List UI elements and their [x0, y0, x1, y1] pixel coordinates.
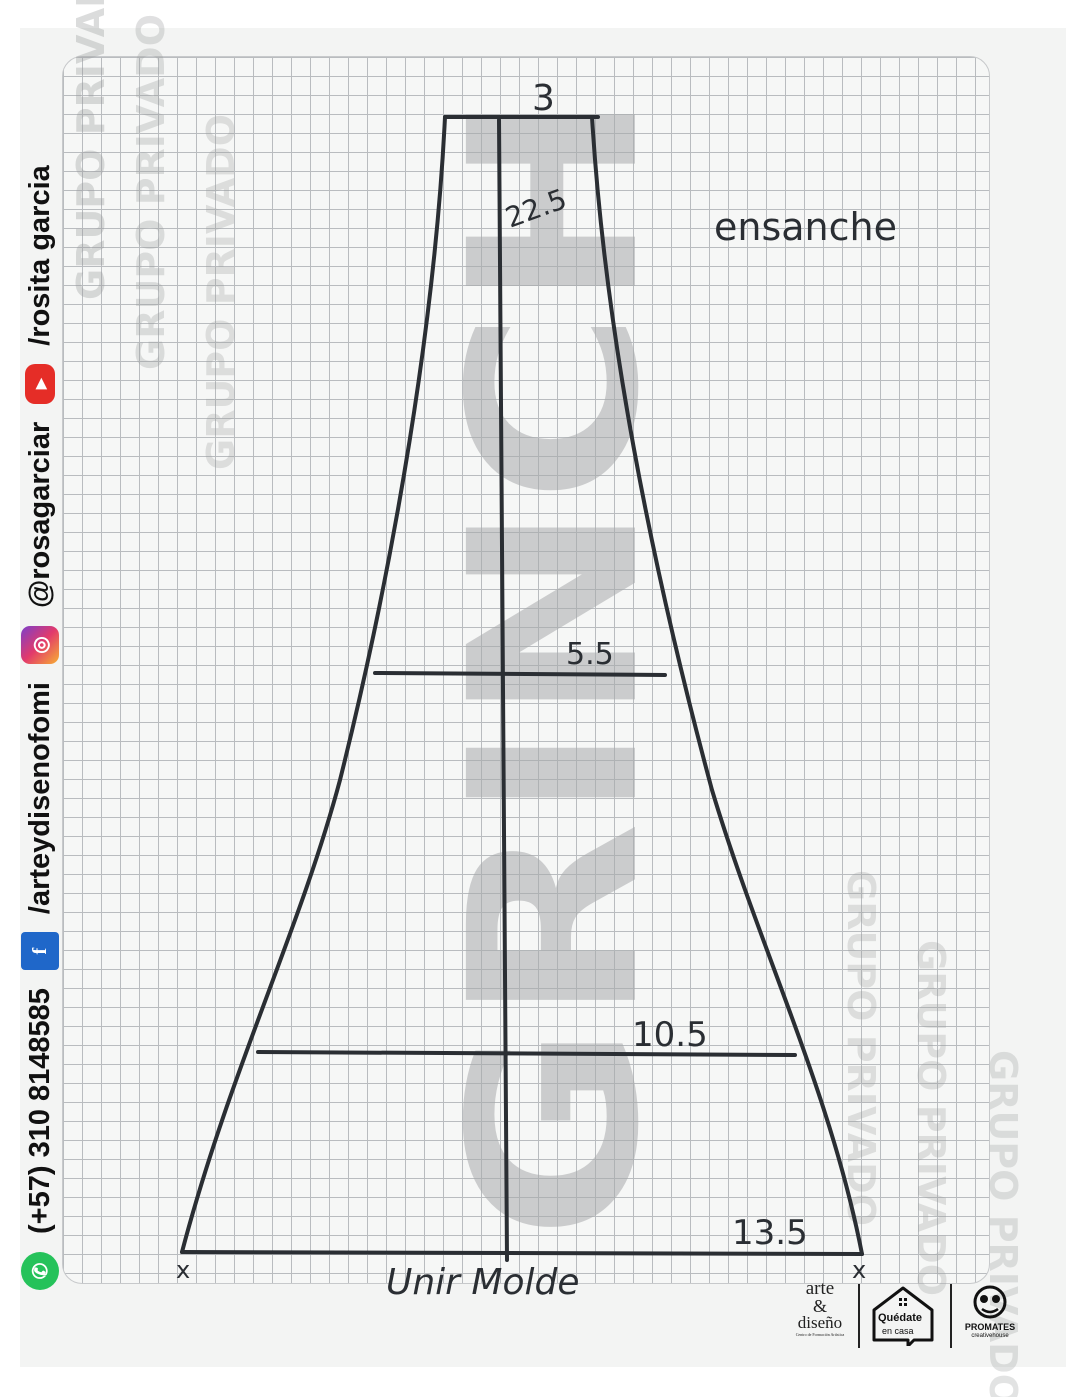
watermark-main: GRINCH — [420, 90, 690, 1240]
svg-text:GRUPO PRIVADO: GRUPO PRIVADO — [129, 14, 173, 370]
youtube-icon: ▶ — [25, 363, 55, 404]
svg-text:GRINCH: GRINCH — [420, 90, 690, 1240]
corner-mark-left: x — [176, 1256, 190, 1284]
svg-text:GRUPO PRIVADO: GRUPO PRIVADO — [909, 940, 953, 1296]
measure-lower: 10.5 — [632, 1015, 708, 1055]
watermark-band-1: GRUPO PRIVADO — [69, 0, 113, 300]
watermark-band-4: GRUPO PRIVADO — [839, 870, 883, 1226]
whatsapp-icon: ✆ — [21, 1252, 59, 1290]
bottom-edge — [180, 1250, 864, 1256]
measure-length: 22.5 — [501, 182, 571, 234]
measure-top: 3 — [532, 78, 555, 119]
promates-logo: PROMATES creativehouse — [958, 1282, 1022, 1339]
monkey-icon — [973, 1285, 1007, 1319]
pattern-title: ensanche — [714, 205, 897, 249]
house-icon — [872, 1286, 934, 1348]
quedate-en-casa-logo: Quédate en casa — [868, 1282, 938, 1348]
right-edge — [590, 115, 864, 1256]
lower-line — [256, 1050, 797, 1057]
svg-text:GRUPO PRIVADO: GRUPO PRIVADO — [69, 0, 113, 300]
watermark-band-3: GRUPO PRIVADO — [199, 114, 243, 470]
youtube-handle: /rosita garcia — [23, 165, 56, 346]
logo-strip: arte & diseño Centro de Formación Artíst… — [782, 1276, 1032, 1356]
svg-text:GRUPO PRIVADO: GRUPO PRIVADO — [981, 1050, 1025, 1397]
join-note: Unir Molde — [386, 1262, 580, 1303]
measure-bottom: 13.5 — [732, 1213, 808, 1253]
watermark-band-2: GRUPO PRIVADO — [129, 14, 173, 370]
svg-text:GRUPO PRIVADO: GRUPO PRIVADO — [199, 114, 243, 470]
left-edge — [180, 115, 447, 1254]
logo-divider — [950, 1284, 952, 1348]
measure-mid: 5.5 — [566, 637, 614, 672]
arte-diseno-logo: arte & diseño Centro de Formación Artíst… — [795, 1278, 845, 1338]
instagram-icon: ◎ — [21, 626, 59, 665]
logo-divider — [858, 1284, 860, 1348]
svg-text:GRUPO PRIVADO: GRUPO PRIVADO — [839, 870, 883, 1226]
watermark-band-6: GRUPO PRIVADO — [981, 1050, 1025, 1397]
facebook-icon: f — [21, 932, 59, 971]
phone-number: (+57) 310 8148585 — [23, 988, 56, 1234]
center-line — [497, 118, 509, 1262]
facebook-handle: /arteydisenofomi — [23, 682, 56, 915]
mid-line — [373, 671, 667, 677]
watermark-band-5: GRUPO PRIVADO — [909, 940, 953, 1296]
contact-strip: ✆ (+57) 310 8148585 f /arteydisenofomi ◎… — [18, 40, 62, 1290]
grid-paper — [62, 56, 990, 1284]
corner-mark-right: x — [852, 1256, 866, 1284]
instagram-handle: @rosagarciar — [23, 421, 56, 609]
